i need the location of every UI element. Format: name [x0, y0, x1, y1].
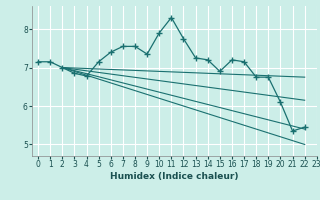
- X-axis label: Humidex (Indice chaleur): Humidex (Indice chaleur): [110, 172, 239, 181]
